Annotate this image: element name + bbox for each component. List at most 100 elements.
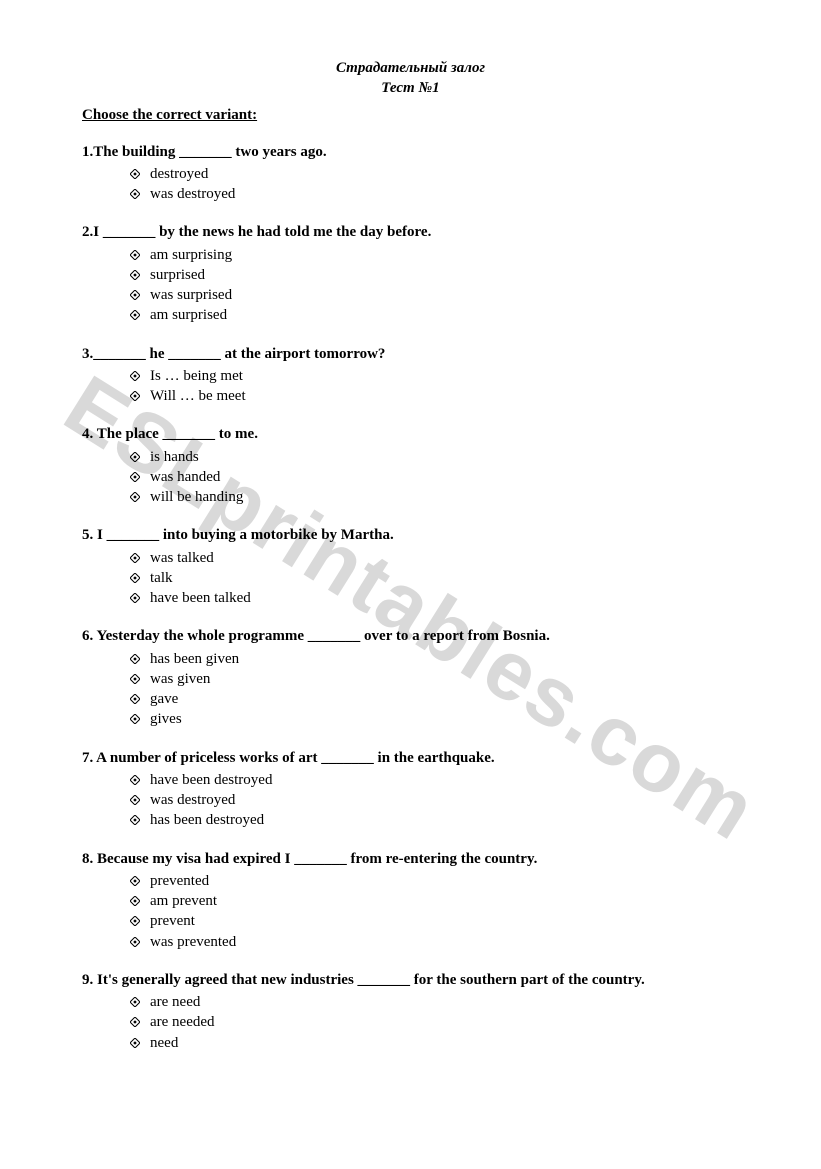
option-item[interactable]: am surprising	[130, 245, 739, 265]
question-4: 4. The place _______ to me. is handswas h…	[82, 424, 739, 507]
option-text: has been destroyed	[150, 810, 264, 830]
option-item[interactable]: Will … be meet	[130, 386, 739, 406]
diamond-bullet-icon	[130, 694, 140, 704]
option-item[interactable]: was destroyed	[130, 184, 739, 204]
option-item[interactable]: prevented	[130, 871, 739, 891]
question-stem: 2.I _______ by the news he had told me t…	[82, 222, 739, 242]
title-line-2: Тест №1	[381, 80, 439, 96]
option-text: am surprised	[150, 305, 227, 325]
options-list: destroyedwas destroyed	[82, 164, 739, 205]
option-item[interactable]: was prevented	[130, 932, 739, 952]
option-text: was destroyed	[150, 790, 235, 810]
diamond-bullet-icon	[130, 472, 140, 482]
option-item[interactable]: are needed	[130, 1012, 739, 1032]
diamond-bullet-icon	[130, 290, 140, 300]
diamond-bullet-icon	[130, 997, 140, 1007]
option-item[interactable]: gave	[130, 689, 739, 709]
question-7: 7. A number of priceless works of art __…	[82, 748, 739, 831]
diamond-bullet-icon	[130, 896, 140, 906]
diamond-bullet-icon	[130, 937, 140, 947]
option-text: was talked	[150, 548, 214, 568]
option-text: was given	[150, 669, 210, 689]
diamond-bullet-icon	[130, 189, 140, 199]
diamond-bullet-icon	[130, 654, 140, 664]
option-item[interactable]: was surprised	[130, 285, 739, 305]
question-2: 2.I _______ by the news he had told me t…	[82, 222, 739, 325]
option-text: Is … being met	[150, 366, 243, 386]
diamond-bullet-icon	[130, 452, 140, 462]
option-item[interactable]: have been talked	[130, 588, 739, 608]
option-item[interactable]: surprised	[130, 265, 739, 285]
diamond-bullet-icon	[130, 815, 140, 825]
option-item[interactable]: was given	[130, 669, 739, 689]
diamond-bullet-icon	[130, 1038, 140, 1048]
title-line-1: Страдательный залог	[336, 60, 485, 76]
question-stem: 6. Yesterday the whole programme _______…	[82, 626, 739, 646]
option-text: talk	[150, 568, 173, 588]
options-list: am surprisingsurprisedwas surprisedam su…	[82, 245, 739, 326]
option-item[interactable]: am surprised	[130, 305, 739, 325]
options-list: are needare neededneed	[82, 992, 739, 1053]
option-item[interactable]: was destroyed	[130, 790, 739, 810]
question-5: 5. I _______ into buying a motorbike by …	[82, 525, 739, 608]
option-text: am surprising	[150, 245, 232, 265]
diamond-bullet-icon	[130, 492, 140, 502]
option-text: have been destroyed	[150, 770, 272, 790]
question-9: 9. It's generally agreed that new indust…	[82, 970, 739, 1053]
option-item[interactable]: was handed	[130, 467, 739, 487]
option-text: have been talked	[150, 588, 251, 608]
option-text: destroyed	[150, 164, 208, 184]
questions-container: 1.The building _______ two years ago.des…	[82, 142, 739, 1053]
option-text: was handed	[150, 467, 220, 487]
document-page: Страдательный залог Тест №1 Choose the c…	[0, 0, 821, 1111]
option-text: Will … be meet	[150, 386, 246, 406]
option-item[interactable]: prevent	[130, 911, 739, 931]
question-stem: 4. The place _______ to me.	[82, 424, 739, 444]
diamond-bullet-icon	[130, 250, 140, 260]
question-6: 6. Yesterday the whole programme _______…	[82, 626, 739, 729]
option-item[interactable]: destroyed	[130, 164, 739, 184]
option-item[interactable]: is hands	[130, 447, 739, 467]
option-item[interactable]: have been destroyed	[130, 770, 739, 790]
option-text: was destroyed	[150, 184, 235, 204]
option-item[interactable]: are need	[130, 992, 739, 1012]
question-stem: 9. It's generally agreed that new indust…	[82, 970, 739, 990]
diamond-bullet-icon	[130, 371, 140, 381]
option-text: are needed	[150, 1012, 215, 1032]
option-text: will be handing	[150, 487, 243, 507]
option-item[interactable]: will be handing	[130, 487, 739, 507]
options-list: preventedam preventpreventwas prevented	[82, 871, 739, 952]
option-text: surprised	[150, 265, 205, 285]
option-text: need	[150, 1033, 178, 1053]
question-3: 3._______ he _______ at the airport tomo…	[82, 344, 739, 407]
options-list: have been destroyedwas destroyedhas been…	[82, 770, 739, 831]
options-list: was talkedtalkhave been talked	[82, 548, 739, 609]
diamond-bullet-icon	[130, 775, 140, 785]
option-text: gives	[150, 709, 182, 729]
option-item[interactable]: am prevent	[130, 891, 739, 911]
diamond-bullet-icon	[130, 876, 140, 886]
diamond-bullet-icon	[130, 795, 140, 805]
option-item[interactable]: gives	[130, 709, 739, 729]
question-stem: 8. Because my visa had expired I _______…	[82, 849, 739, 869]
option-item[interactable]: need	[130, 1033, 739, 1053]
question-stem: 7. A number of priceless works of art __…	[82, 748, 739, 768]
diamond-bullet-icon	[130, 573, 140, 583]
question-8: 8. Because my visa had expired I _______…	[82, 849, 739, 952]
diamond-bullet-icon	[130, 270, 140, 280]
option-text: gave	[150, 689, 178, 709]
diamond-bullet-icon	[130, 310, 140, 320]
option-item[interactable]: has been destroyed	[130, 810, 739, 830]
question-stem: 5. I _______ into buying a motorbike by …	[82, 525, 739, 545]
option-text: was surprised	[150, 285, 232, 305]
options-list: is handswas handedwill be handing	[82, 447, 739, 508]
diamond-bullet-icon	[130, 553, 140, 563]
option-text: are need	[150, 992, 200, 1012]
option-text: has been given	[150, 649, 239, 669]
option-item[interactable]: talk	[130, 568, 739, 588]
option-item[interactable]: was talked	[130, 548, 739, 568]
option-item[interactable]: Is … being met	[130, 366, 739, 386]
option-item[interactable]: has been given	[130, 649, 739, 669]
question-stem: 1.The building _______ two years ago.	[82, 142, 739, 162]
diamond-bullet-icon	[130, 674, 140, 684]
